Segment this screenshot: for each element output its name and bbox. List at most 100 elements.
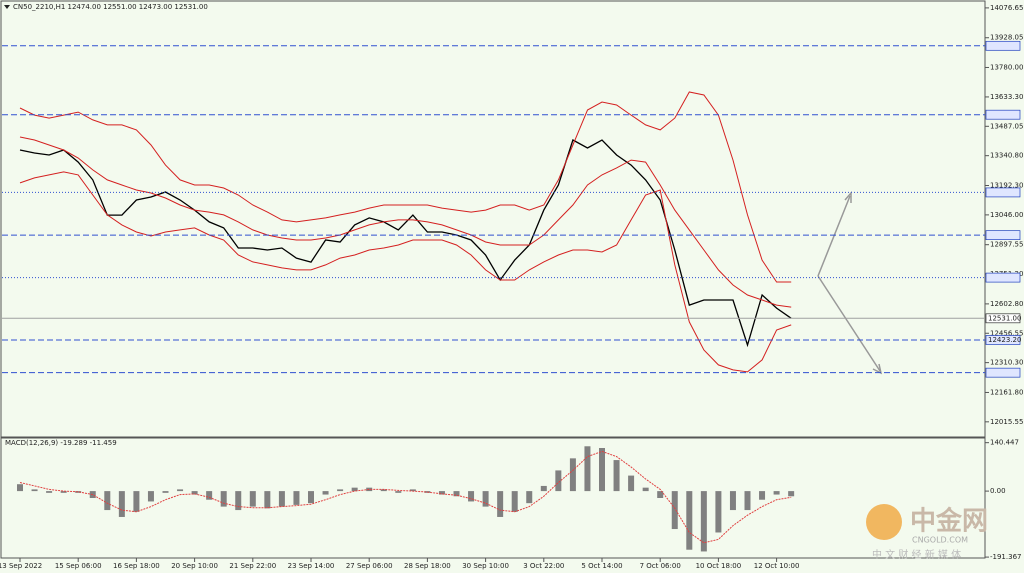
macd-bar <box>540 485 547 492</box>
macd-bar <box>351 487 358 492</box>
level-label: 12423.20 <box>988 336 1021 344</box>
macd-title: MACD(12,26,9) -19.289 -11.459 <box>5 439 117 447</box>
macd-bar <box>700 491 707 552</box>
price-panel <box>0 0 986 438</box>
watermark-site: CNGOLD.COM <box>912 536 968 545</box>
y-tick-label: 13340.80 <box>990 152 1023 160</box>
watermark: 中金网 CNGOLD.COM 中 文 财 经 新 媒 体 <box>866 504 988 561</box>
y-tick-label: 13487.05 <box>990 122 1023 130</box>
y-tick-label: 13780.00 <box>990 63 1023 71</box>
x-tick-label: 21 Sep 22:00 <box>229 562 276 570</box>
y-tick-label: 12897.55 <box>990 241 1023 249</box>
level-label-box <box>985 272 1021 283</box>
macd-bar <box>686 491 693 550</box>
up-arrow <box>817 195 851 277</box>
x-tick-label: 16 Sep 18:00 <box>113 562 160 570</box>
macd-bar <box>147 491 154 502</box>
macd-bar <box>60 491 67 493</box>
macd-bar <box>278 491 285 507</box>
x-tick-label: 13 Sep 2022 <box>0 562 42 570</box>
macd-bar <box>220 491 227 507</box>
macd-bar <box>118 491 125 517</box>
level-label-box <box>985 187 1021 198</box>
forecast-arrows <box>817 190 883 375</box>
macd-panel <box>0 437 986 559</box>
level-label-box <box>985 335 1021 345</box>
y-tick-label: 12456.55 <box>990 329 1023 337</box>
macd-bar <box>235 491 242 511</box>
macd-bar <box>584 446 591 492</box>
x-tick-label: 30 Sep 10:00 <box>462 562 509 570</box>
macd-bar <box>104 491 111 511</box>
x-tick-label: 5 Oct 14:00 <box>581 562 622 570</box>
x-tick-label: 10 Oct 18:00 <box>696 562 742 570</box>
macd-bar <box>628 475 635 492</box>
macd-bar <box>337 489 344 492</box>
y-tick-label: 0.00 <box>990 487 1006 495</box>
up-arrow-head <box>844 190 852 203</box>
macd-bar <box>729 491 736 511</box>
macd-bar <box>75 491 82 493</box>
macd-bar <box>264 491 271 509</box>
level-label-box <box>985 40 1021 51</box>
bollinger-band <box>19 136 792 308</box>
chart-title: CN50_2210,H1 12474.00 12551.00 12473.00 … <box>13 3 208 11</box>
level-label-box <box>985 230 1021 241</box>
macd-bar <box>438 491 445 495</box>
macd-bar <box>31 489 38 492</box>
macd-bar <box>526 491 533 504</box>
y-tick-label: 13928.05 <box>990 34 1023 42</box>
macd-bar <box>599 448 605 492</box>
macd-bar <box>191 491 198 495</box>
x-tick-label: 27 Sep 06:00 <box>346 562 393 570</box>
macd-bar <box>788 491 795 497</box>
level-label-box <box>985 367 1021 378</box>
y-tick-label: 13192.30 <box>990 181 1023 189</box>
x-tick-label: 3 Oct 22:00 <box>523 562 564 570</box>
watermark-tagline: 中 文 财 经 新 媒 体 <box>872 548 961 561</box>
x-tick-label: 20 Sep 10:00 <box>171 562 218 570</box>
macd-bar <box>569 458 576 492</box>
macd-bar <box>409 489 416 492</box>
macd-bar <box>177 489 184 492</box>
watermark-logo: 中金网 <box>910 506 988 537</box>
macd-bar <box>17 484 23 492</box>
level-label-box <box>985 109 1021 120</box>
macd-bar <box>322 491 329 495</box>
macd-bar <box>613 460 620 492</box>
y-tick-label: 12161.80 <box>990 388 1023 396</box>
macd-bar <box>162 491 169 493</box>
macd-bar <box>773 491 780 495</box>
y-tick-label: 13633.30 <box>990 93 1023 101</box>
y-tick-label: 140.447 <box>990 439 1019 447</box>
logo-icon <box>866 504 902 540</box>
price-line <box>19 139 792 348</box>
macd-bar <box>555 470 562 492</box>
macd-bar <box>133 491 140 512</box>
macd-bar <box>497 491 504 517</box>
macd-bar <box>657 491 664 498</box>
x-tick-label: 7 Oct 06:00 <box>640 562 681 570</box>
macd-bar <box>671 491 678 530</box>
macd-bar <box>293 491 300 505</box>
y-tick-label: 13046.00 <box>990 211 1023 219</box>
y-tick-label: 12015.55 <box>990 418 1023 426</box>
macd-bar <box>759 491 766 500</box>
macd-bar <box>642 487 649 492</box>
macd-bar <box>511 491 518 512</box>
y-tick-label: 14076.65 <box>990 4 1023 12</box>
level-label-box <box>985 313 1021 324</box>
x-tick-label: 23 Sep 14:00 <box>288 562 335 570</box>
macd-bar <box>308 491 314 504</box>
macd-bar <box>395 491 402 493</box>
macd-bar <box>46 491 53 493</box>
x-tick-label: 28 Sep 18:00 <box>404 562 451 570</box>
macd-bar <box>249 491 256 507</box>
down-arrow <box>817 275 881 372</box>
level-label: 12531.00 <box>988 314 1021 322</box>
macd-bar <box>453 491 460 497</box>
x-tick-label: 15 Sep 06:00 <box>55 562 102 570</box>
macd-bar <box>482 491 489 507</box>
macd-bar <box>206 491 213 500</box>
